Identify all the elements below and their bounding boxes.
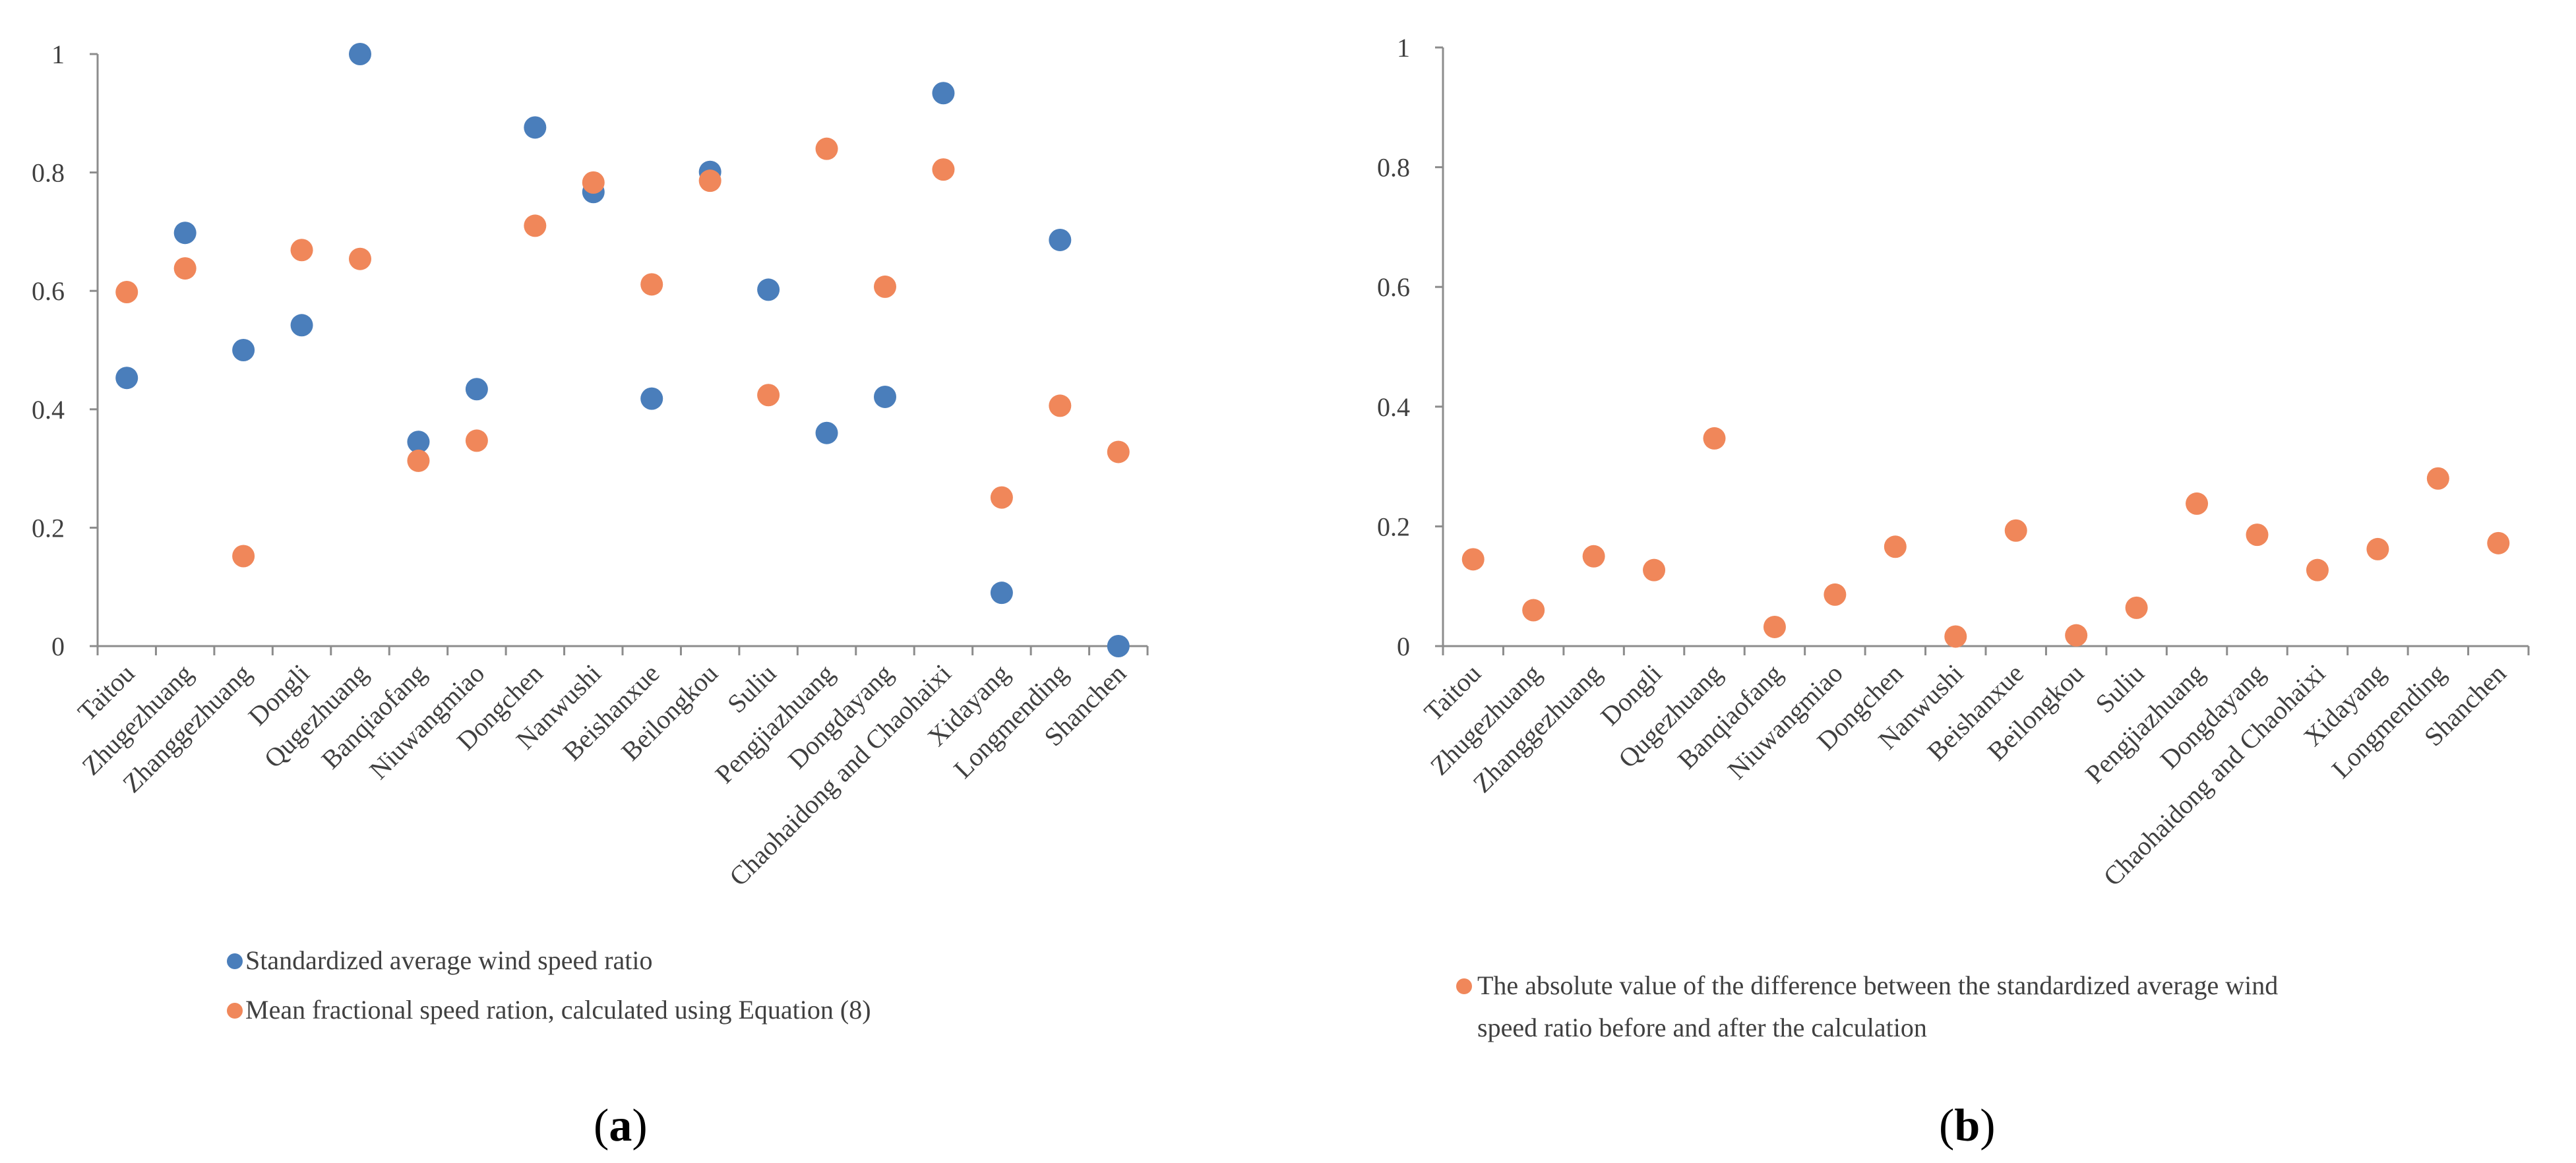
data-point-series1 <box>173 222 197 245</box>
data-point-series1 <box>115 367 138 390</box>
data-point-series1 <box>349 43 371 65</box>
data-point-series1 <box>1522 599 1545 622</box>
legend-label: Standardized average wind speed ratio <box>245 945 653 975</box>
data-point-series1 <box>1461 548 1485 571</box>
data-point-series2 <box>349 247 371 270</box>
y-tick-label: 1 <box>1397 33 1410 63</box>
data-point-series1 <box>1944 625 1967 648</box>
data-point-series2 <box>874 275 896 298</box>
data-point-series2 <box>1049 394 1072 417</box>
data-point-series1 <box>1763 615 1786 638</box>
y-tick-label: 0.4 <box>32 395 65 425</box>
data-point-series1 <box>990 582 1013 605</box>
data-point-series1 <box>815 421 838 444</box>
y-tick-label: 0.4 <box>1377 392 1410 422</box>
panel-label-close: ) <box>1980 1100 1995 1151</box>
data-point-series2 <box>640 273 663 296</box>
panel-label: (b) <box>1939 1100 1996 1151</box>
data-point-series2 <box>582 171 605 194</box>
data-point-series2 <box>173 257 197 280</box>
data-point-series1 <box>1049 228 1072 251</box>
data-point-series1 <box>465 378 488 401</box>
y-tick-label: 0 <box>1397 632 1410 661</box>
data-point-series2 <box>698 169 721 193</box>
panel-label-open: ( <box>1939 1100 1954 1151</box>
y-tick-label: 0.6 <box>32 276 65 306</box>
panel-label-open: ( <box>594 1100 609 1151</box>
data-point-series1 <box>2186 492 2209 515</box>
legend-label: Mean fractional speed ration, calculated… <box>245 995 871 1025</box>
legend-marker <box>1456 978 1472 994</box>
legend-label: speed ratio before and after the calcula… <box>1477 1013 1927 1042</box>
data-point-series1 <box>2004 519 2027 542</box>
y-tick-label: 0 <box>51 632 65 661</box>
data-point-series1 <box>2306 558 2329 582</box>
data-point-series1 <box>1824 583 1847 606</box>
y-tick-label: 0.6 <box>1377 272 1410 302</box>
data-point-series2 <box>290 239 313 262</box>
data-point-series1 <box>874 385 896 408</box>
chart-a: 00.20.40.60.81TaitouZhugezhuangZhanggezh… <box>32 40 1149 1151</box>
data-point-series1 <box>1703 427 1726 450</box>
data-point-series1 <box>640 387 663 410</box>
data-point-series1 <box>1107 635 1130 657</box>
data-point-series1 <box>757 278 780 301</box>
data-point-series1 <box>290 314 313 337</box>
data-point-series1 <box>2487 531 2510 554</box>
chart-b: 00.20.40.60.81TaitouZhugezhuangZhanggezh… <box>1377 33 2530 1151</box>
legend-label: The absolute value of the difference bet… <box>1477 970 2278 1000</box>
data-point-series1 <box>2366 537 2389 560</box>
panel-label: (a) <box>594 1100 648 1151</box>
panel-label-letter: a <box>609 1100 632 1151</box>
data-point-series2 <box>465 429 488 452</box>
data-point-series1 <box>1884 535 1907 558</box>
data-point-series1 <box>1643 558 1666 582</box>
data-point-series1 <box>524 116 547 139</box>
data-point-series2 <box>115 280 138 303</box>
data-point-series1 <box>2065 624 2088 647</box>
data-point-series2 <box>932 158 955 181</box>
y-tick-label: 0.2 <box>32 513 65 543</box>
data-point-series1 <box>2426 467 2449 490</box>
data-point-series1 <box>407 431 430 454</box>
data-point-series2 <box>232 545 255 568</box>
y-tick-label: 1 <box>51 40 65 69</box>
data-point-series1 <box>2125 596 2148 619</box>
data-point-series2 <box>757 384 780 407</box>
data-point-series2 <box>990 486 1013 509</box>
y-tick-label: 0.2 <box>1377 512 1410 541</box>
data-point-series1 <box>1582 545 1605 568</box>
legend-marker <box>227 953 243 969</box>
data-point-series2 <box>815 137 838 160</box>
data-point-series1 <box>232 339 255 361</box>
panel-label-close: ) <box>632 1100 647 1151</box>
y-tick-label: 0.8 <box>1377 153 1410 183</box>
data-point-series2 <box>1107 440 1130 463</box>
data-point-series1 <box>932 82 955 105</box>
data-point-series2 <box>524 214 547 237</box>
data-point-series2 <box>407 449 430 472</box>
y-tick-label: 0.8 <box>32 158 65 188</box>
panel-label-letter: b <box>1954 1100 1980 1151</box>
legend-marker <box>227 1003 243 1019</box>
data-point-series1 <box>2246 523 2269 547</box>
